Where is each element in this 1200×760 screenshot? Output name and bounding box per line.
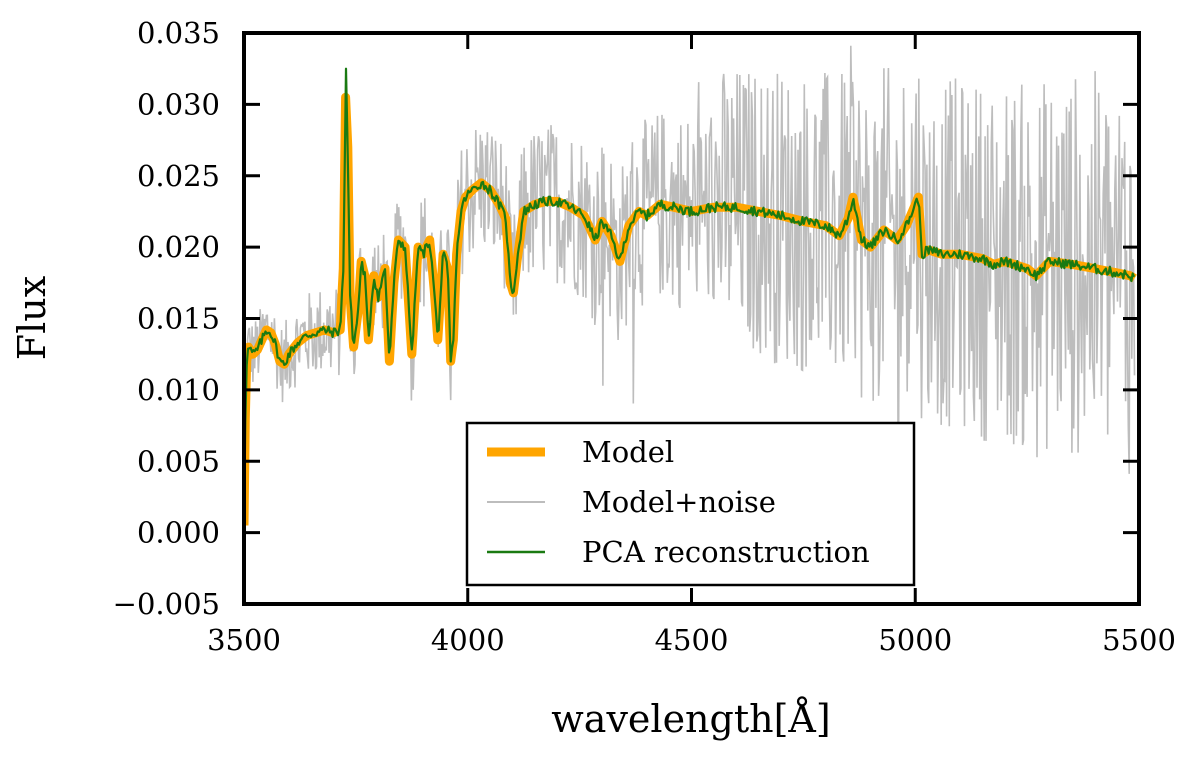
- x-axis-label: wavelength[Å]: [551, 697, 830, 741]
- y-tick-label: 0.000: [137, 516, 220, 550]
- ticks: 3500 4000 4500 5000 5500 −0.005 0.000 0.005 0.01…: [113, 16, 1176, 657]
- y-tick-label: 0.035: [137, 16, 220, 50]
- y-tick-label: 0.020: [137, 230, 220, 264]
- series-pca-line: [244, 67, 1136, 528]
- x-tick-label: 5000: [878, 623, 952, 657]
- y-tick-label: 0.010: [137, 373, 220, 407]
- series-layer: [244, 45, 1137, 544]
- y-tick-label: 0.015: [137, 302, 220, 336]
- legend-label-2: PCA reconstruction: [582, 535, 870, 569]
- x-tick-label: 3500: [207, 623, 281, 657]
- y-tick-label: −0.005: [113, 587, 220, 621]
- y-tick-label: 0.030: [137, 87, 220, 121]
- x-tick-label: 4000: [431, 623, 505, 657]
- x-tick-label: 4500: [655, 623, 729, 657]
- y-axis-label: Flux: [10, 276, 54, 360]
- x-tick-label: 5500: [1102, 623, 1176, 657]
- legend: Model Model+noise PCA reconstruction: [465, 421, 916, 587]
- y-tick-label: 0.025: [137, 159, 220, 193]
- y-tick-label: 0.005: [137, 444, 220, 478]
- legend-label-0: Model: [582, 435, 674, 469]
- legend-label-1: Model+noise: [582, 485, 776, 519]
